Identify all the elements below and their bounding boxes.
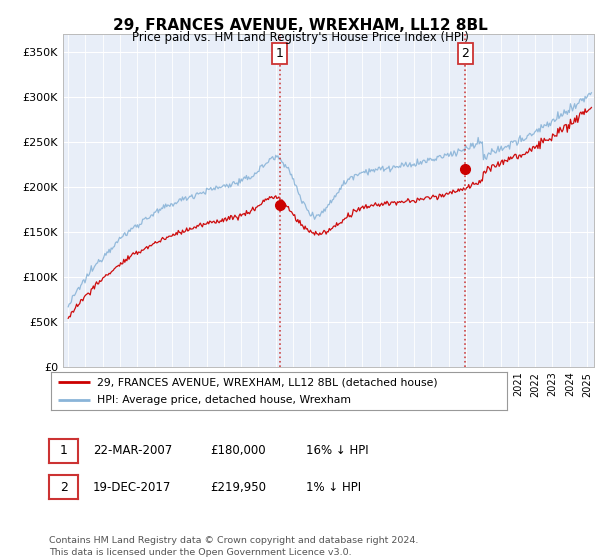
Text: 2: 2 xyxy=(59,480,68,494)
Text: 1: 1 xyxy=(275,47,283,60)
Text: Price paid vs. HM Land Registry's House Price Index (HPI): Price paid vs. HM Land Registry's House … xyxy=(131,31,469,44)
Text: Contains HM Land Registry data © Crown copyright and database right 2024.
This d: Contains HM Land Registry data © Crown c… xyxy=(49,536,419,557)
Text: 2: 2 xyxy=(461,47,469,60)
Text: £180,000: £180,000 xyxy=(210,444,266,458)
Text: 19-DEC-2017: 19-DEC-2017 xyxy=(93,480,172,494)
Text: HPI: Average price, detached house, Wrexham: HPI: Average price, detached house, Wrex… xyxy=(97,395,350,405)
Text: 22-MAR-2007: 22-MAR-2007 xyxy=(93,444,172,458)
Text: 1% ↓ HPI: 1% ↓ HPI xyxy=(306,480,361,494)
Text: 29, FRANCES AVENUE, WREXHAM, LL12 8BL: 29, FRANCES AVENUE, WREXHAM, LL12 8BL xyxy=(113,18,487,33)
Text: 29, FRANCES AVENUE, WREXHAM, LL12 8BL (detached house): 29, FRANCES AVENUE, WREXHAM, LL12 8BL (d… xyxy=(97,377,437,387)
Text: 16% ↓ HPI: 16% ↓ HPI xyxy=(306,444,368,458)
Text: 1: 1 xyxy=(59,444,68,458)
Text: £219,950: £219,950 xyxy=(210,480,266,494)
